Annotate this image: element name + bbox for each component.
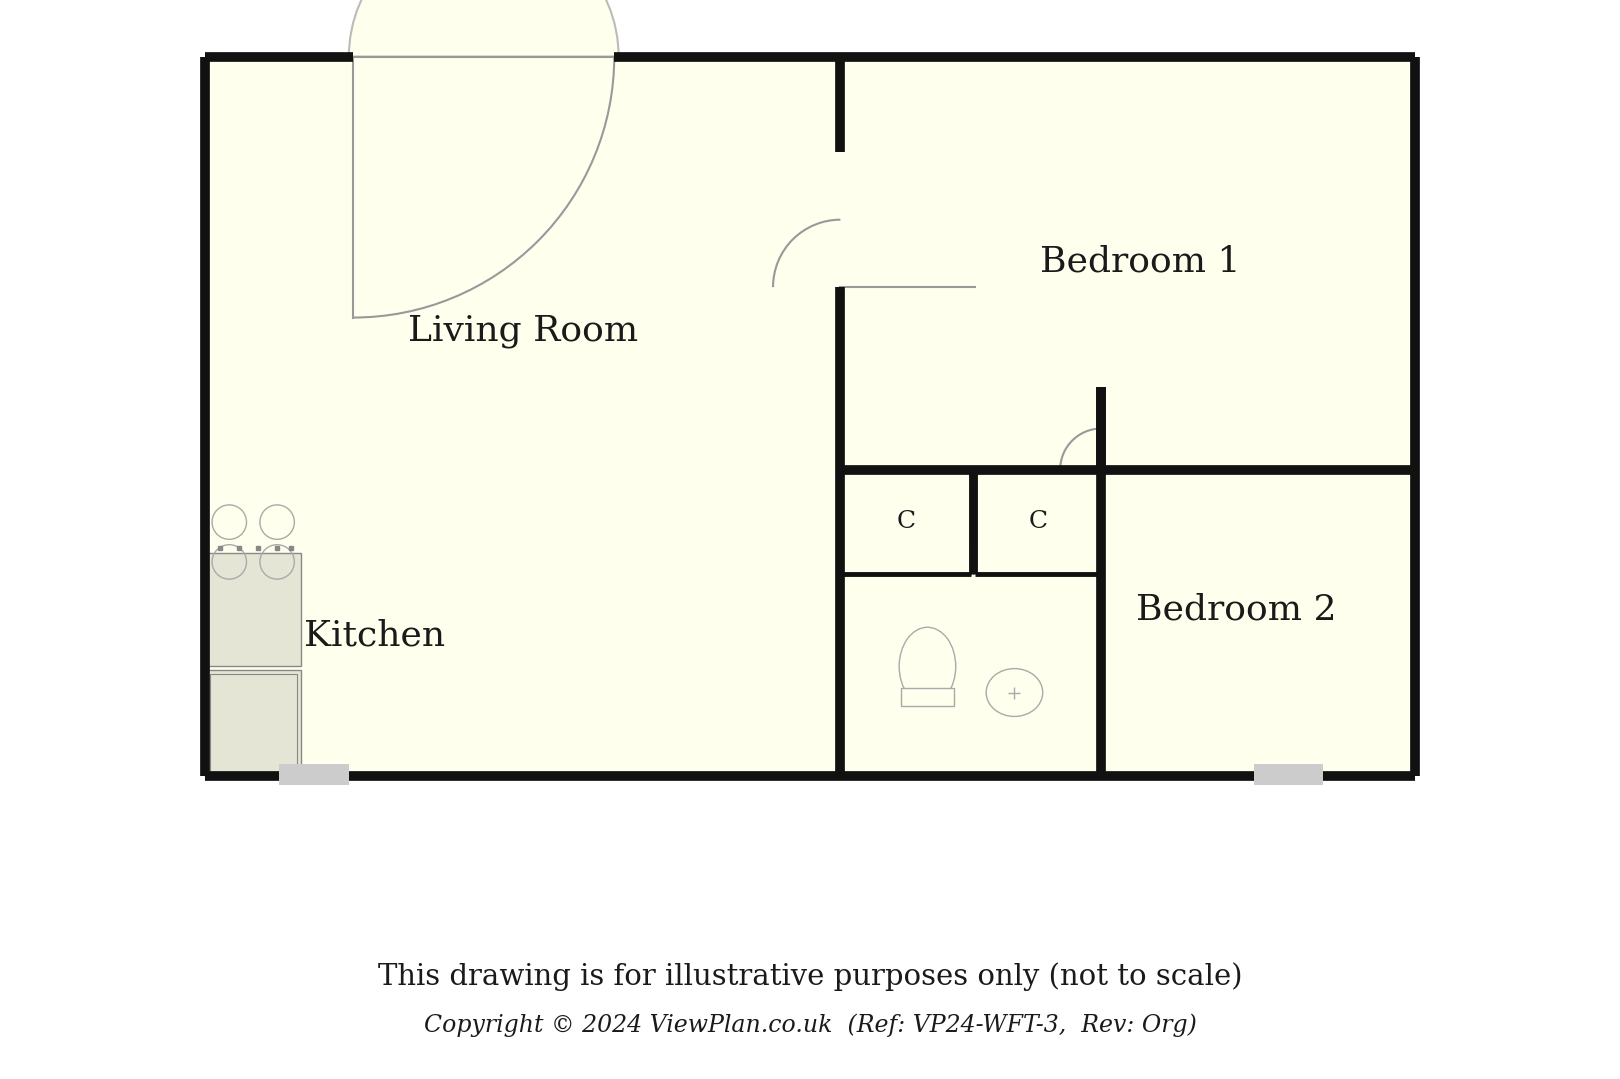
Wedge shape (348, 0, 619, 56)
Ellipse shape (987, 669, 1043, 716)
Bar (209, 674, 296, 771)
Bar (206, 56, 1414, 776)
Bar (901, 688, 954, 706)
Bar (206, 670, 301, 776)
Text: Bedroom 2: Bedroom 2 (1136, 592, 1336, 626)
Ellipse shape (899, 627, 956, 706)
Text: This drawing is for illustrative purposes only (not to scale): This drawing is for illustrative purpose… (377, 962, 1243, 991)
Bar (1254, 764, 1324, 784)
Text: Kitchen: Kitchen (305, 618, 446, 652)
Text: C: C (896, 510, 915, 533)
Bar (279, 764, 348, 784)
Bar (206, 554, 301, 667)
Text: C: C (1029, 510, 1048, 533)
Text: Bedroom 1: Bedroom 1 (1040, 244, 1241, 278)
Text: Living Room: Living Room (408, 314, 638, 347)
Text: Copyright © 2024 ViewPlan.co.uk  (Ref: VP24-WFT-3,  Rev: Org): Copyright © 2024 ViewPlan.co.uk (Ref: VP… (423, 1013, 1197, 1037)
